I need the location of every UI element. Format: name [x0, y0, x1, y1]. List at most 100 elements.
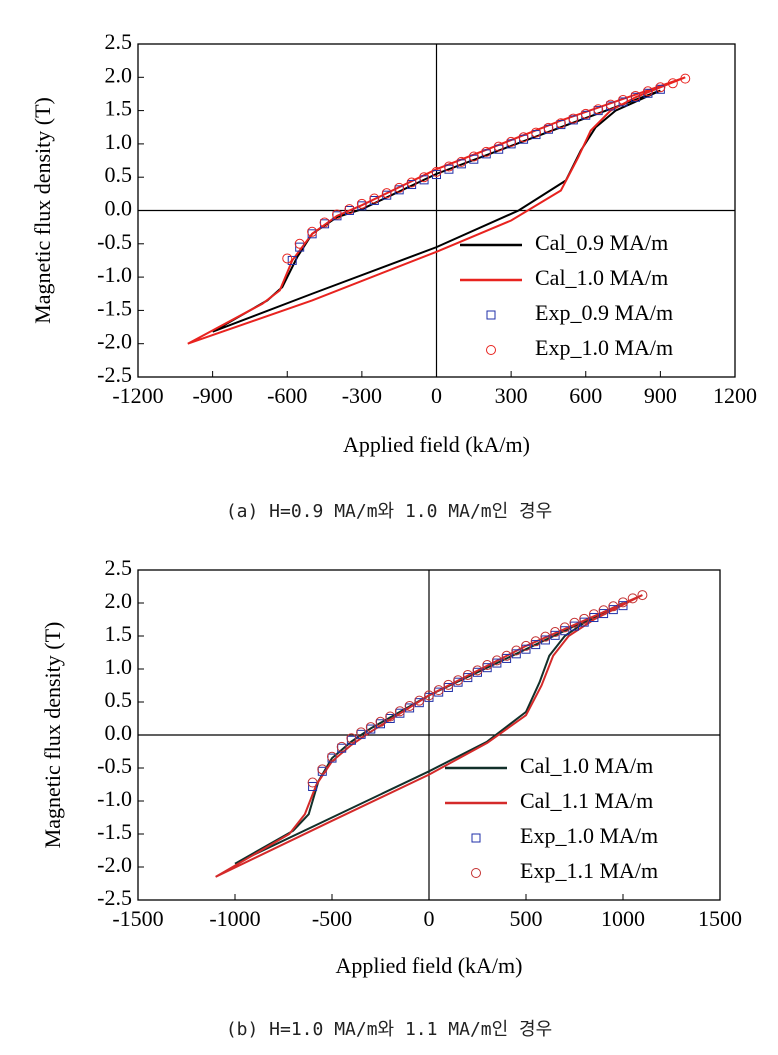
data-point: [580, 108, 591, 119]
data-point: [414, 695, 425, 706]
data-point: [287, 255, 297, 265]
y-axis-title: Magnetic flux density (T): [40, 622, 65, 849]
data-point: [433, 685, 444, 696]
legend-label: Cal_1.0 MA/m: [520, 753, 653, 778]
y-tick-label: 0.0: [105, 196, 133, 221]
y-tick-label: -2.0: [97, 852, 132, 877]
data-point: [667, 78, 678, 89]
y-tick-label: -1.5: [97, 819, 132, 844]
legend-label: Cal_1.1 MA/m: [520, 788, 653, 813]
data-point: [424, 690, 434, 701]
data-point: [608, 601, 619, 612]
data-point: [356, 727, 367, 738]
x-tick-label: 1500: [698, 906, 742, 931]
x-tick-label: 1000: [601, 906, 645, 931]
data-point: [618, 94, 629, 105]
data-point: [568, 113, 579, 124]
data-point: [655, 82, 666, 93]
data-point: [336, 741, 347, 752]
data-point: [468, 151, 479, 162]
y-tick-label: -1.5: [97, 295, 132, 320]
y-tick-label: 1.5: [105, 96, 133, 121]
legend-label: Exp_1.0 MA/m: [520, 823, 658, 848]
data-point: [332, 209, 342, 220]
x-tick-label: 500: [510, 906, 543, 931]
data-point: [550, 627, 561, 638]
data-point: [319, 217, 330, 228]
x-tick-label: -1000: [209, 906, 260, 931]
data-point: [375, 716, 386, 727]
x-tick-label: 0: [431, 383, 442, 408]
data-point: [419, 172, 430, 183]
y-tick-label: 0.5: [105, 162, 133, 187]
y-tick-label: -2.0: [97, 329, 132, 354]
y-tick-label: -1.0: [97, 786, 132, 811]
data-point: [344, 204, 355, 215]
y-tick-label: 1.0: [105, 654, 133, 679]
data-point: [540, 631, 551, 642]
data-point: [588, 609, 599, 620]
data-point: [462, 669, 473, 680]
data-point: [295, 242, 305, 252]
legend-label: Exp_1.0 MA/m: [535, 335, 673, 360]
data-point: [472, 665, 483, 676]
legend-symbol: [471, 868, 481, 878]
y-tick-label: -1.0: [97, 262, 132, 287]
data-point: [530, 636, 541, 647]
data-point: [598, 605, 609, 616]
legend-label: Exp_1.1 MA/m: [520, 858, 658, 883]
data-point: [511, 645, 522, 656]
data-point: [521, 644, 531, 654]
data-point: [365, 722, 376, 733]
x-axis-title: Applied field (kA/m): [343, 432, 530, 457]
y-axis-title: Magnetic flux density (T): [30, 97, 55, 324]
caption: (a) H=0.9 MA/m와 1.0 MA/m인 경우: [226, 501, 552, 522]
data-point: [493, 141, 504, 152]
y-tick-label: 2.0: [105, 588, 133, 613]
data-point: [618, 601, 628, 611]
x-tick-label: -500: [312, 906, 352, 931]
x-tick-label: -1200: [112, 383, 163, 408]
y-tick-label: 0.0: [105, 720, 133, 745]
data-point: [381, 188, 392, 199]
data-point: [294, 238, 305, 249]
y-tick-label: 1.0: [105, 129, 133, 154]
data-point: [431, 166, 442, 177]
data-point: [394, 706, 405, 717]
data-point: [680, 73, 691, 84]
data-point: [569, 617, 580, 628]
data-point: [482, 660, 493, 671]
data-point: [579, 617, 589, 627]
data-point: [491, 655, 502, 666]
data-point: [531, 640, 541, 650]
data-point: [559, 622, 570, 633]
y-tick-label: -2.5: [97, 885, 132, 910]
data-point: [356, 198, 367, 209]
data-point: [608, 605, 618, 615]
x-tick-label: 0: [424, 906, 435, 931]
data-point: [555, 118, 566, 129]
data-point: [540, 635, 550, 645]
data-point: [481, 146, 492, 157]
data-point: [531, 127, 541, 138]
caption: (b) H=1.0 MA/m와 1.1 MA/m인 경우: [226, 1019, 552, 1040]
data-point: [307, 777, 318, 788]
data-point: [369, 193, 380, 204]
data-point: [506, 136, 517, 147]
x-tick-label: 1200: [713, 383, 757, 408]
data-point: [501, 650, 512, 661]
data-point: [570, 621, 579, 631]
data-point: [637, 590, 648, 601]
data-point: [406, 177, 417, 188]
data-point: [385, 711, 396, 722]
legend-label: Cal_0.9 MA/m: [535, 230, 668, 255]
data-point: [642, 86, 653, 97]
x-tick-label: 900: [644, 383, 677, 408]
y-tick-label: 2.5: [105, 29, 133, 54]
data-point: [543, 122, 554, 133]
curve: [187, 76, 686, 345]
x-tick-label: 300: [495, 383, 528, 408]
y-tick-label: -0.5: [97, 753, 132, 778]
